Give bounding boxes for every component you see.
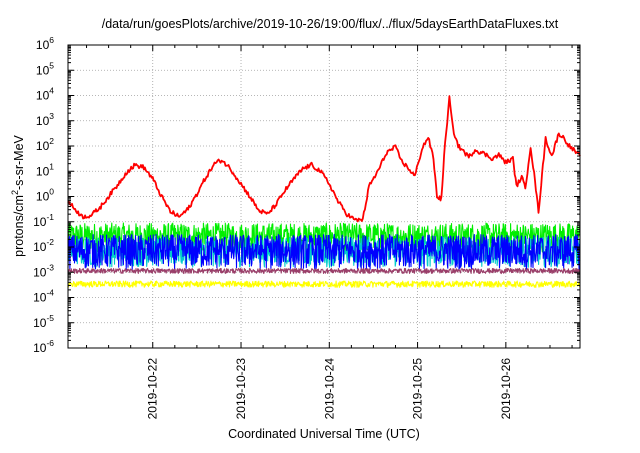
x-tick-label: 2019-10-25 xyxy=(411,358,425,420)
y-tick-label: 10-4 xyxy=(33,288,54,305)
x-tick-label: 2019-10-26 xyxy=(499,358,513,420)
y-tick-base: 10 xyxy=(33,316,47,330)
y-tick-label: 10-6 xyxy=(33,338,54,355)
y-tick-label: 10-1 xyxy=(33,212,54,229)
y-tick-label: 10-5 xyxy=(33,313,54,330)
series-line-5 xyxy=(67,267,581,275)
y-tick-exponent: -5 xyxy=(46,313,54,323)
y-tick-base: 10 xyxy=(36,139,50,153)
y-label-unit: protons/cm xyxy=(12,195,26,257)
y-tick-label: 105 xyxy=(36,60,54,77)
y-tick-base: 10 xyxy=(36,38,50,52)
y-tick-base: 10 xyxy=(33,265,47,279)
x-axis: 2019-10-22 2019-10-23 2019-10-24 2019-10-25… xyxy=(86,45,573,420)
y-tick-label: 102 xyxy=(36,136,54,153)
x-axis-label: Coordinated Universal Time (UTC) xyxy=(228,427,420,441)
y-tick-label: 100 xyxy=(36,187,54,204)
chart-title: /data/run/goesPlots/archive/2019-10-26/1… xyxy=(102,17,559,31)
y-axis: 10-610-510-410-310-210-11001011021031041… xyxy=(33,35,580,355)
y-axis-label: protons/cm2-s-sr-MeV xyxy=(10,134,26,256)
y-tick-exponent: -4 xyxy=(46,288,54,298)
y-tick-base: 10 xyxy=(33,215,47,229)
y-tick-base: 10 xyxy=(33,240,47,254)
y-tick-base: 10 xyxy=(36,114,50,128)
y-tick-base: 10 xyxy=(36,164,50,178)
y-label-rest: -s-sr-MeV xyxy=(12,134,26,190)
y-tick-exponent: 5 xyxy=(49,60,54,70)
y-tick-exponent: -3 xyxy=(46,262,54,272)
y-tick-exponent: 6 xyxy=(49,35,54,45)
series-line-3 xyxy=(67,233,581,271)
y-tick-exponent: 1 xyxy=(49,161,54,171)
x-tick-label: 2019-10-24 xyxy=(322,358,336,420)
y-tick-exponent: 3 xyxy=(49,111,54,121)
y-tick-exponent: -1 xyxy=(46,212,54,222)
series-line-6 xyxy=(67,95,581,223)
y-tick-base: 10 xyxy=(36,190,50,204)
y-label-superscript: 2 xyxy=(10,190,20,195)
y-tick-exponent: 2 xyxy=(49,136,54,146)
y-tick-base: 10 xyxy=(33,341,47,355)
y-tick-exponent: -2 xyxy=(46,237,54,247)
y-tick-label: 10-3 xyxy=(33,262,54,279)
x-tick-label: 2019-10-23 xyxy=(234,358,248,420)
grid-lines xyxy=(68,45,580,348)
x-tick-label: 2019-10-22 xyxy=(146,358,160,420)
y-tick-exponent: -6 xyxy=(46,338,54,348)
series-line-4 xyxy=(67,280,581,288)
y-tick-label: 106 xyxy=(36,35,54,52)
y-tick-base: 10 xyxy=(36,63,50,77)
y-tick-exponent: 0 xyxy=(49,187,54,197)
y-tick-label: 104 xyxy=(36,86,54,103)
y-tick-label: 10-2 xyxy=(33,237,54,254)
series-line-1 xyxy=(67,222,581,253)
y-tick-base: 10 xyxy=(33,291,47,305)
y-tick-base: 10 xyxy=(36,89,50,103)
y-tick-label: 101 xyxy=(36,161,54,178)
y-tick-label: 103 xyxy=(36,111,54,128)
y-tick-exponent: 4 xyxy=(49,86,54,96)
series-layer xyxy=(67,95,581,288)
